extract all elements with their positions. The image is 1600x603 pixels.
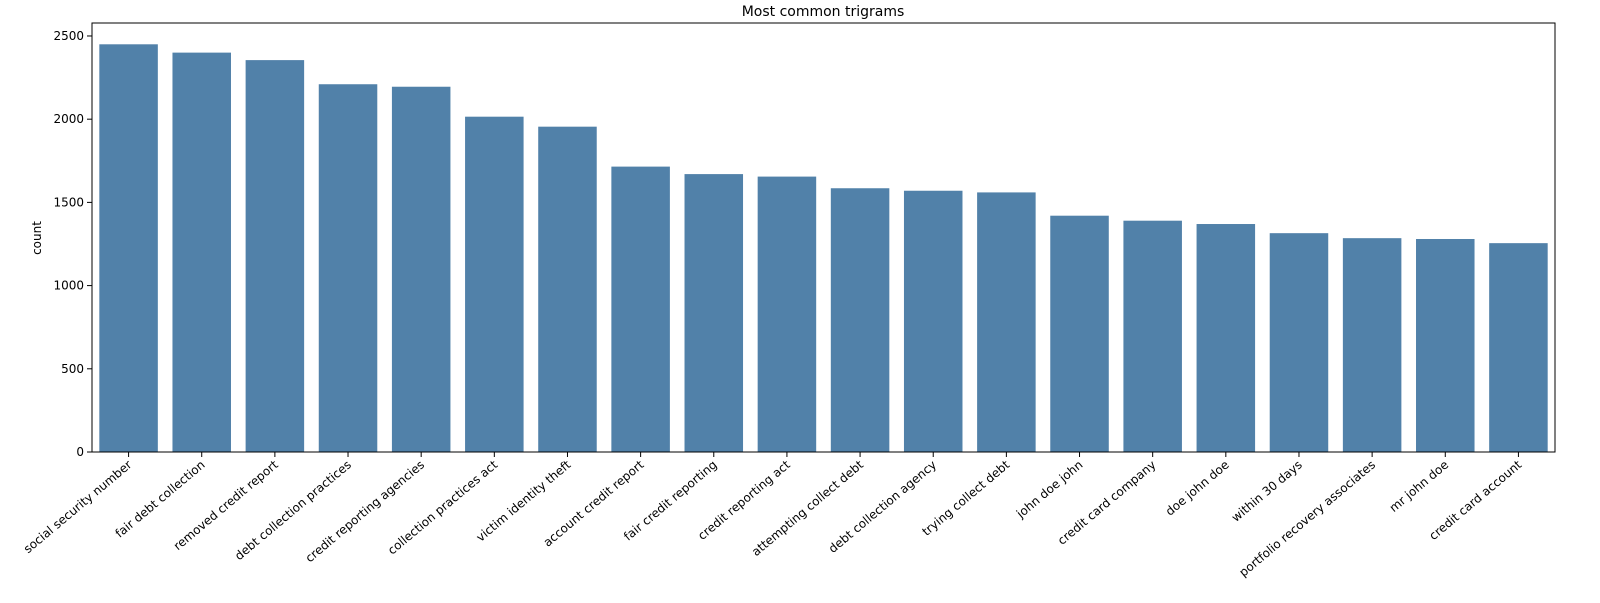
x-tick-label: credit reporting agencies — [303, 458, 427, 566]
bar — [465, 116, 524, 452]
x-tick-label: social security number — [21, 458, 135, 557]
bar — [245, 60, 305, 452]
bar — [830, 188, 890, 452]
bar — [611, 166, 670, 452]
x-tick-label: john doe john — [1013, 458, 1085, 522]
bar — [903, 190, 963, 453]
bar — [318, 84, 378, 453]
bar — [99, 44, 158, 452]
bar — [1489, 243, 1548, 452]
y-tick-label: 2500 — [53, 29, 84, 43]
bar — [977, 192, 1036, 452]
x-tick-label: within 30 days — [1229, 458, 1305, 525]
bar — [1416, 238, 1475, 452]
y-tick-label: 500 — [61, 362, 84, 376]
plot-frame — [91, 22, 1556, 453]
x-tick-label: doe john doe — [1163, 458, 1232, 519]
bar — [1123, 220, 1182, 452]
bar — [1342, 238, 1402, 452]
y-tick-label: 0 — [76, 445, 84, 459]
bar — [391, 86, 451, 453]
bar — [538, 126, 597, 452]
x-tick-label: portfolio recovery associates — [1236, 458, 1378, 580]
chart-title: Most common trigrams — [742, 4, 905, 20]
x-tick-label: mr john doe — [1387, 458, 1452, 515]
y-tick-label: 2000 — [53, 112, 84, 126]
y-tick-label: 1000 — [53, 279, 84, 293]
bar — [1196, 224, 1256, 452]
y-axis-label: count — [30, 221, 44, 255]
x-tick-label: debt collection practices — [232, 458, 354, 563]
y-tick-label: 1500 — [53, 195, 84, 209]
bar — [684, 174, 744, 453]
bar — [1269, 233, 1329, 452]
bar — [757, 176, 817, 452]
bar — [1050, 215, 1109, 452]
bar — [172, 52, 231, 452]
